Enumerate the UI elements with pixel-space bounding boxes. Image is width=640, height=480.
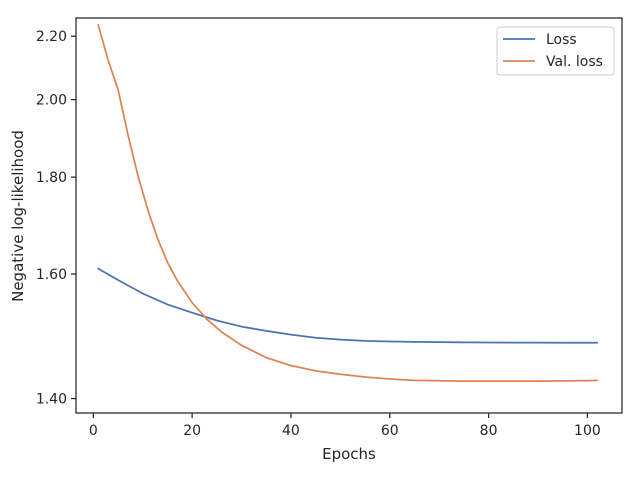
plot-background — [76, 18, 622, 413]
legend-label-val-loss: Val. loss — [546, 54, 603, 70]
y-tick-label: 1.40 — [36, 392, 67, 408]
legend: Loss Val. loss — [497, 27, 614, 75]
x-tick-label: 100 — [574, 423, 601, 439]
y-tick-label: 2.20 — [36, 29, 67, 45]
x-tick-label: 60 — [381, 423, 399, 439]
x-tick-label: 0 — [89, 423, 98, 439]
y-tick-label: 1.60 — [36, 267, 67, 283]
y-tick-label: 1.80 — [36, 170, 67, 186]
y-tick-label: 2.00 — [36, 93, 67, 109]
plot-area — [76, 18, 622, 413]
y-axis-label: Negative log-likelihood — [9, 130, 27, 302]
x-axis-label: Epochs — [322, 445, 376, 463]
legend-label-loss: Loss — [546, 32, 577, 48]
x-tick-label: 80 — [480, 423, 498, 439]
x-tick-label: 20 — [183, 423, 201, 439]
x-tick-label: 40 — [282, 423, 300, 439]
